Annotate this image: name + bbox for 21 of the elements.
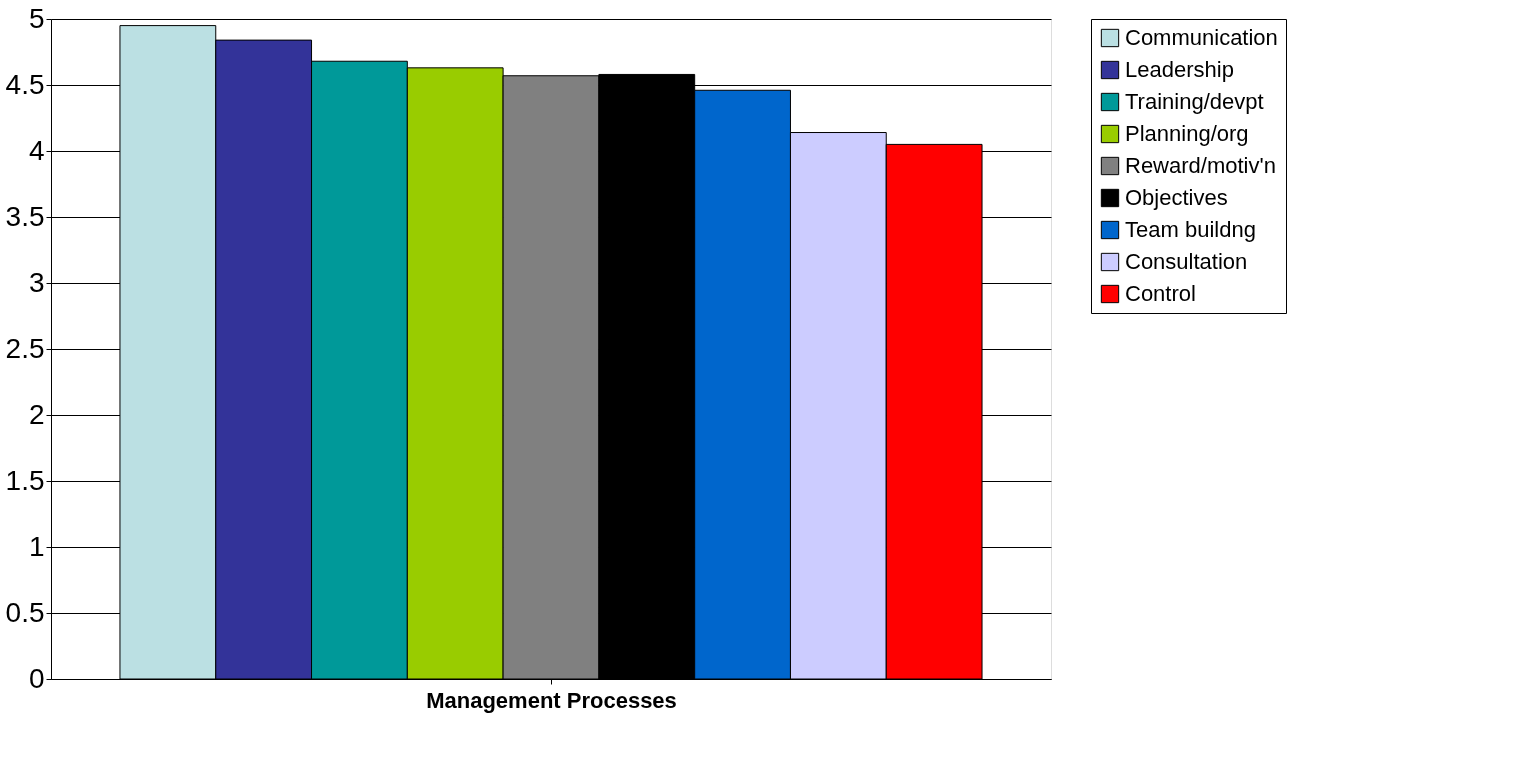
legend-label: Objectives	[1125, 185, 1228, 210]
y-tick-label: 3	[28, 266, 45, 298]
y-tick-label: 1.5	[5, 464, 45, 496]
legend-label: Communication	[1125, 25, 1278, 50]
legend-label: Planning/org	[1125, 121, 1249, 146]
y-tick-label: 2	[28, 398, 45, 430]
legend-label: Training/devpt	[1125, 89, 1264, 114]
x-axis-title: Management Processes	[426, 687, 677, 713]
y-tick-label: 3.5	[5, 200, 45, 232]
y-tick-label: 5	[28, 2, 45, 34]
y-tick-label: 0.5	[5, 596, 45, 628]
legend-label: Reward/motiv'n	[1125, 153, 1276, 178]
y-tick-label: 4.5	[5, 68, 45, 100]
y-tick-label: 1	[28, 530, 45, 562]
y-tick-label: 4	[28, 134, 45, 166]
legend-label: Leadership	[1125, 57, 1234, 82]
legend-label: Consultation	[1125, 249, 1248, 274]
legend-label: Team buildng	[1125, 217, 1256, 242]
legend-label: Control	[1125, 281, 1196, 306]
y-tick-label: 2.5	[5, 332, 45, 364]
y-tick-label: 0	[28, 662, 45, 694]
